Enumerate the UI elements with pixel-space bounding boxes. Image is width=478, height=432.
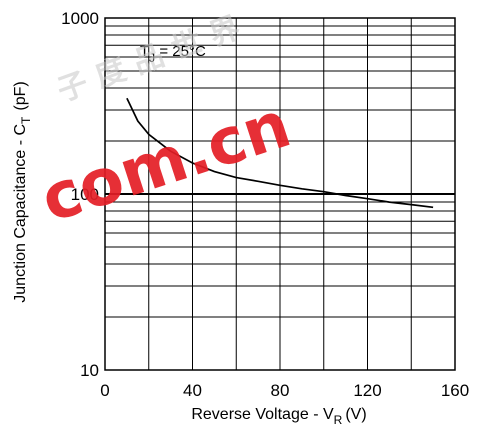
y-axis-label: Junction Capacitance - CT(pF) <box>12 81 33 302</box>
x-tick-label: 40 <box>183 381 202 400</box>
x-tick-label: 120 <box>353 381 381 400</box>
y-tick-label: 10 <box>80 361 99 380</box>
x-tick-label: 160 <box>441 381 469 400</box>
plot-frame <box>104 17 456 371</box>
temperature-annotation: TJ = 25°C <box>140 43 206 65</box>
tick-labels: 0 40 80 120 160 10 100 1000 <box>61 9 469 400</box>
x-axis-label: Reverse Voltage - VR (V) <box>191 406 366 427</box>
grid <box>105 18 455 370</box>
y-tick-label: 1000 <box>61 9 99 28</box>
capacitance-curve <box>126 97 434 209</box>
y-tick-label: 100 <box>71 185 99 204</box>
x-tick-label: 80 <box>271 381 290 400</box>
x-tick-label: 0 <box>100 381 109 400</box>
